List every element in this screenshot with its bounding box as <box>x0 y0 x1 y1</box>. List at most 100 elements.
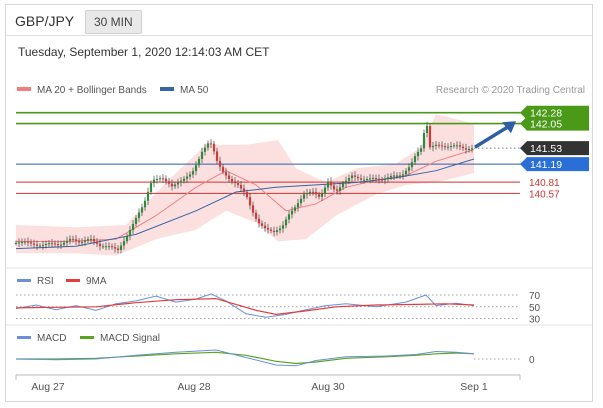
candle-body <box>167 181 171 184</box>
candle-body <box>260 223 264 226</box>
candle-body <box>80 241 84 243</box>
candle-body <box>407 167 411 171</box>
candle-body <box>152 179 156 184</box>
chart-frame: GBP/JPY 30 MIN Tuesday, September 1, 202… <box>5 4 593 402</box>
candle-body <box>284 219 288 226</box>
candle-body <box>113 247 117 249</box>
candle-body <box>155 179 159 180</box>
candle-body <box>146 191 150 201</box>
projection-arrow-head <box>502 121 516 134</box>
candle-body <box>197 158 201 166</box>
candle-body <box>344 180 348 184</box>
candle-body <box>137 212 141 218</box>
candle-body <box>239 184 243 189</box>
candle-body <box>14 242 18 244</box>
legend-9ma-label: 9MA <box>86 276 107 287</box>
x-tick-sep-1: Sep 1 <box>460 381 488 393</box>
candle-body <box>110 246 114 248</box>
rsi-ma9-line <box>15 297 475 316</box>
candle-body <box>386 177 390 179</box>
candle-body <box>404 170 408 175</box>
candle-body <box>200 151 204 159</box>
candle-body <box>32 243 36 245</box>
legend-rsi-label: RSI <box>37 276 54 287</box>
candle-body <box>191 171 195 175</box>
candle-body <box>374 178 378 180</box>
candle-body <box>161 178 165 180</box>
candle-body <box>233 181 237 184</box>
candle-body <box>245 191 249 198</box>
candle-body <box>128 230 132 237</box>
candle-body <box>74 239 78 241</box>
candle-body <box>401 174 405 176</box>
candle-body <box>194 165 198 172</box>
candle-body <box>176 182 180 185</box>
candle-body <box>170 183 174 187</box>
candle-body <box>458 145 462 147</box>
candle-body <box>455 145 459 147</box>
candle-body <box>254 212 258 219</box>
candle-body <box>443 146 447 148</box>
candle-body <box>26 241 30 243</box>
candle-body <box>299 198 303 204</box>
candle-body <box>422 133 426 149</box>
candle-body <box>287 214 291 220</box>
candle-body <box>17 242 21 244</box>
candle-body <box>116 248 120 250</box>
level-label-140.81: 140.81 <box>529 178 560 189</box>
macd-level-label-0: 0 <box>529 355 535 366</box>
candle-body <box>140 207 144 213</box>
candle-body <box>188 174 192 177</box>
candle-body <box>389 175 393 178</box>
macd-signal-line <box>16 351 475 365</box>
candle-body <box>257 218 261 224</box>
candle-body <box>125 236 129 242</box>
legend-swatch-9ma <box>66 279 80 282</box>
candle-body <box>434 144 438 146</box>
candle-body <box>143 200 147 208</box>
x-tick-aug-30: Aug 30 <box>311 381 344 393</box>
candle-body <box>338 187 342 191</box>
candle-body <box>377 178 381 180</box>
level-tag-142.28 <box>520 105 589 120</box>
candle-body <box>419 148 423 152</box>
projection-arrow-shaft <box>474 124 510 149</box>
candle-body <box>173 184 177 187</box>
candle-body <box>356 176 360 179</box>
candle-body <box>362 179 366 181</box>
candle-body <box>398 175 402 177</box>
candle-body <box>326 181 330 188</box>
candle-body <box>437 144 441 146</box>
candle-body <box>392 175 396 177</box>
candle-body <box>185 176 189 179</box>
level-label-142.05: 142.05 <box>530 119 562 131</box>
candle-body <box>164 178 168 182</box>
candle-body <box>227 175 231 179</box>
candle-body <box>50 243 54 245</box>
candle-body <box>41 244 45 246</box>
candle-body <box>242 188 246 192</box>
candle-body <box>134 217 138 224</box>
candle-body <box>308 191 312 194</box>
candle-body <box>380 179 384 181</box>
chart-header: GBP/JPY 30 MIN <box>6 5 592 36</box>
x-tick-aug-27: Aug 27 <box>31 381 64 393</box>
legend-ma20-label: MA 20 + Bollinger Bands <box>37 85 147 96</box>
credit-label: Research © 2020 Trading Central <box>436 85 585 96</box>
candle-body <box>230 179 234 182</box>
candle-body <box>314 191 318 195</box>
legend-swatch-rsi <box>17 279 31 282</box>
candle-body <box>365 179 369 180</box>
candle-body <box>248 197 252 206</box>
candle-body <box>290 210 294 215</box>
candle-body <box>98 243 102 247</box>
candle-body <box>203 147 207 152</box>
macd-line <box>15 349 475 367</box>
rsi-level-label-70: 70 <box>529 291 541 302</box>
candle-body <box>371 178 375 180</box>
level-label-141.19: 141.19 <box>530 159 562 171</box>
timeframe-button[interactable]: 30 MIN <box>85 10 142 34</box>
candle-body <box>92 238 96 242</box>
candle-body <box>131 223 135 231</box>
candle-body <box>467 148 471 150</box>
